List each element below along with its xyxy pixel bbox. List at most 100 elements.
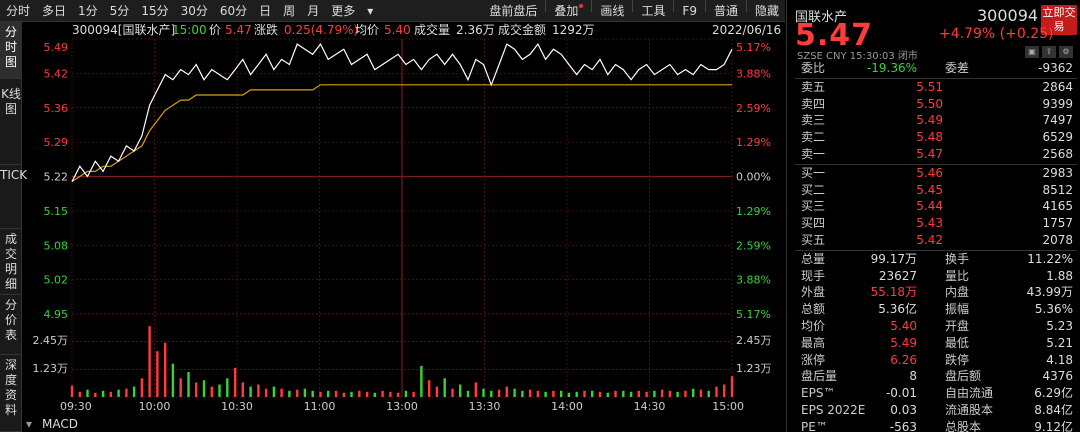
- percent-tick-label: 5.17%: [736, 41, 771, 54]
- volume-bar: [319, 391, 322, 397]
- period-btn-60m[interactable]: 60分: [219, 3, 248, 18]
- stock-code-name: 300094[国联水产]: [72, 23, 175, 37]
- volume-bar: [288, 390, 291, 398]
- stat-row[interactable]: PE™ -563 总股本 9.12亿: [795, 419, 1077, 432]
- period-btn-week[interactable]: 周: [283, 3, 296, 18]
- normal-mode-button[interactable]: 普通: [713, 4, 738, 18]
- row-value: -9362: [1038, 61, 1073, 75]
- percent-tick-label: 3.88%: [736, 67, 771, 80]
- toolbar-divider: [632, 0, 634, 12]
- period-btn-5m[interactable]: 5分: [109, 3, 130, 18]
- row-price: 0.03: [890, 403, 917, 417]
- price-tick-label: 5.02: [44, 274, 69, 287]
- ask-row[interactable]: 卖二 5.48 6529: [795, 129, 1077, 146]
- volume-tick-label: 2.45万: [736, 334, 772, 347]
- tab-depth-info[interactable]: 深度资料: [0, 355, 22, 432]
- stat-row[interactable]: 均价 5.40 开盘 5.23: [795, 318, 1077, 335]
- row-value: 43.99万: [1026, 285, 1073, 300]
- info-avg-label: 均价: [355, 23, 379, 37]
- draw-line-button[interactable]: 画线: [600, 4, 625, 18]
- period-btn-multiday[interactable]: 多日: [42, 3, 67, 18]
- volume-bar: [606, 392, 609, 397]
- f9-button[interactable]: F9: [682, 4, 697, 18]
- stat-row[interactable]: 最高 5.49 最低 5.21: [795, 335, 1077, 352]
- period-btn-intraday[interactable]: 分时: [6, 3, 31, 18]
- pre-post-market-button[interactable]: 盘前盘后: [489, 4, 538, 18]
- volume-bar: [249, 386, 252, 397]
- price-tick-label: 5.42: [44, 67, 69, 80]
- row-price: 5.46: [916, 165, 943, 180]
- settings-icon[interactable]: ⚙: [1059, 46, 1073, 58]
- price-change: +4.79% (+0.25): [939, 26, 1054, 42]
- period-btn-month[interactable]: 月: [307, 3, 320, 18]
- volume-bar: [552, 390, 555, 398]
- hide-button[interactable]: 隐藏: [754, 4, 779, 18]
- alert-icon[interactable]: ▣: [1025, 46, 1039, 58]
- volume-bar: [482, 388, 485, 397]
- stat-row[interactable]: EPS 2022E 0.03 流通股本 8.84亿: [795, 402, 1077, 419]
- ask-row[interactable]: 卖一 5.47 2568: [795, 146, 1077, 163]
- tab-tick[interactable]: TICK: [0, 165, 27, 229]
- volume-bar: [668, 390, 672, 398]
- percent-tick-label: 0.00%: [736, 171, 771, 184]
- stat-row[interactable]: 外盘 55.18万 内盘 43.99万: [795, 284, 1077, 301]
- stat-row[interactable]: 总额 5.36亿 振幅 5.36%: [795, 301, 1077, 318]
- volume-bar: [474, 382, 477, 397]
- row-label: 委比: [801, 61, 826, 75]
- trade-now-button[interactable]: 立即交易: [1041, 5, 1077, 35]
- period-btn-day[interactable]: 日: [259, 3, 272, 18]
- ask-row[interactable]: 卖五 5.51 2864: [795, 79, 1077, 96]
- row-price: 23627: [878, 268, 917, 283]
- tools-button[interactable]: 工具: [641, 4, 666, 18]
- share-icon[interactable]: ⇪: [1042, 46, 1056, 58]
- stat-row[interactable]: EPS™ -0.01 自由流通 6.29亿: [795, 385, 1077, 402]
- info-price: 5.47: [225, 23, 252, 37]
- volume-tick-label: 1.23万: [33, 362, 69, 375]
- period-btn-30m[interactable]: 30分: [180, 3, 208, 18]
- tab-kline-chart[interactable]: K线图: [0, 79, 22, 165]
- volume-bar: [125, 388, 128, 397]
- intraday-chart[interactable]: 5.49 5.42 5.36 5.29 5.22 5.15 5.08 5.02 4.95 2.45…: [22, 22, 785, 432]
- bid-row[interactable]: 买二 5.45 8512: [795, 182, 1077, 199]
- stat-row[interactable]: 总量 99.17万 换手 11.22%: [795, 251, 1077, 268]
- period-btn-more[interactable]: 更多: [331, 3, 356, 18]
- row-label: 卖二: [801, 130, 826, 145]
- volume-bar: [358, 390, 361, 398]
- period-btn-15m[interactable]: 15分: [141, 3, 169, 18]
- overlay-button[interactable]: 叠加: [548, 0, 589, 22]
- row-value: 9.12亿: [1034, 419, 1073, 432]
- stat-row[interactable]: 现手 23627 量比 1.88: [795, 268, 1077, 285]
- time-axis: 09:30 10:00 10:30 11:00 13:00 13:30 14:00 14:30…: [60, 400, 744, 413]
- macd-label[interactable]: MACD: [42, 417, 78, 431]
- tab-trade-details[interactable]: 成交明细: [0, 229, 22, 295]
- volume-bar: [583, 390, 586, 398]
- info-amount-label: 成交金额: [498, 22, 546, 37]
- divider: [795, 249, 1077, 251]
- row-label: 盘后量: [801, 369, 838, 384]
- ask-row[interactable]: 卖四 5.50 9399: [795, 96, 1077, 113]
- tab-price-table[interactable]: 分价表: [0, 295, 22, 355]
- volume-bar: [132, 386, 136, 397]
- stat-row[interactable]: 涨停 6.26 跌停 4.18: [795, 352, 1077, 369]
- volume-bar: [466, 390, 470, 398]
- bid-row[interactable]: 买五 5.42 2078: [795, 232, 1077, 249]
- volume-bar: [389, 391, 392, 397]
- macd-dropdown-icon[interactable]: ▾: [26, 417, 32, 431]
- ask-row[interactable]: 卖三 5.49 7497: [795, 112, 1077, 129]
- tab-intraday-chart[interactable]: 分时图: [0, 22, 22, 79]
- bid-row[interactable]: 买一 5.46 2983: [795, 165, 1077, 182]
- percent-tick-label: 2.59%: [736, 239, 771, 252]
- stat-row[interactable]: 盘后量 8 盘后额 4376: [795, 368, 1077, 385]
- volume-bar: [226, 378, 229, 398]
- row-label: 卖四: [801, 96, 826, 111]
- period-btn-1m[interactable]: 1分: [78, 3, 98, 18]
- bid-row[interactable]: 买三 5.44 4165: [795, 198, 1077, 215]
- order-ratio-row[interactable]: 委比 -19.36% 委差 -9362: [795, 60, 1077, 77]
- more-dropdown-icon[interactable]: ▾: [367, 3, 374, 18]
- bid-row[interactable]: 买四 5.43 1757: [795, 215, 1077, 232]
- row-value: 6529: [1042, 130, 1073, 145]
- row-value: 9399: [1042, 96, 1073, 111]
- volume-bar: [435, 386, 439, 397]
- row-label: 卖五: [801, 79, 826, 94]
- percent-tick-label: 1.29%: [736, 205, 771, 218]
